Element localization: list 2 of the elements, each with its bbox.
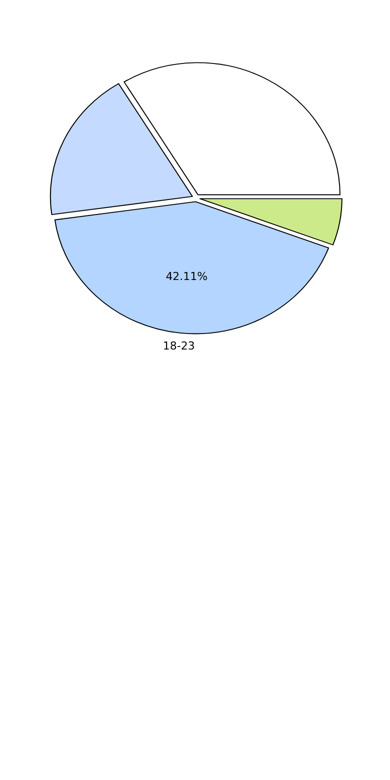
slice-label: 18-23: [162, 339, 195, 352]
data-label: 42.11%: [166, 270, 208, 283]
